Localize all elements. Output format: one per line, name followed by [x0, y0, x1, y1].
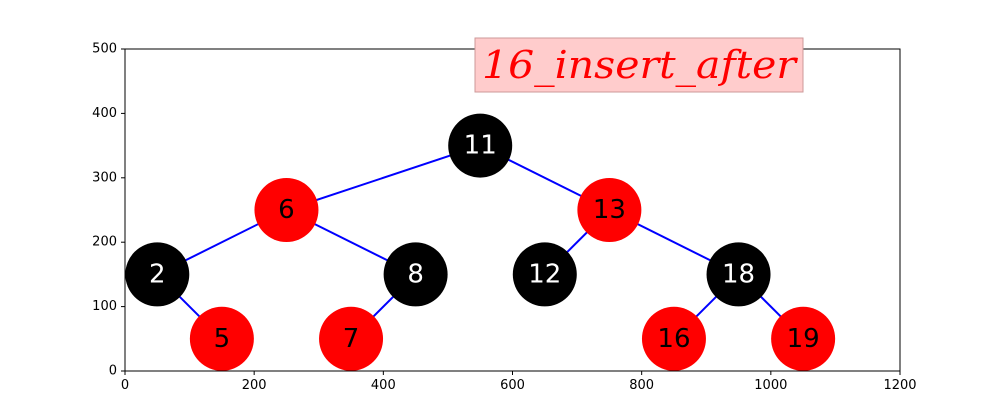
node-8: 8 [383, 242, 448, 307]
y-tick-label: 500 [92, 42, 117, 57]
node-label: 2 [149, 259, 166, 289]
node-circle [448, 113, 513, 178]
x-tick-label: 800 [629, 378, 654, 393]
y-tick-label: 0 [109, 364, 117, 379]
x-tick-label: 200 [242, 378, 267, 393]
node-label: 13 [593, 195, 626, 225]
title-box-background [474, 37, 804, 93]
node-11: 11 [448, 113, 513, 178]
node-7: 7 [319, 306, 384, 371]
node-circle [577, 178, 642, 242]
plot-area [125, 49, 900, 371]
node-circle [383, 242, 448, 307]
node-label: 5 [214, 324, 231, 354]
x-tick-label: 400 [371, 378, 396, 393]
x-tick-label: 1000 [754, 378, 787, 393]
node-circle [512, 242, 577, 307]
node-18: 18 [706, 242, 771, 307]
edge-11-6 [286, 144, 481, 211]
node-label: 8 [407, 259, 424, 289]
node-circle [641, 306, 706, 371]
node-circle [254, 178, 319, 242]
x-tick-label: 0 [121, 378, 129, 393]
y-axis: 0 100 200 300 400 500 [92, 42, 125, 379]
node-label: 12 [528, 259, 561, 289]
node-circle [189, 306, 254, 371]
y-tick-label: 200 [92, 235, 117, 250]
node-12: 12 [512, 242, 577, 307]
node-circle [771, 306, 836, 371]
node-circle [319, 306, 384, 371]
y-tick-label: 100 [92, 299, 117, 314]
node-label: 7 [343, 324, 360, 354]
node-label: 18 [722, 259, 755, 289]
node-label: 19 [787, 324, 820, 354]
node-16: 16 [641, 306, 706, 371]
node-6: 6 [254, 178, 319, 242]
node-label: 11 [464, 131, 497, 161]
title-box: 16_insert_after [474, 37, 804, 93]
node-label: 6 [278, 195, 295, 225]
node-13: 13 [577, 178, 642, 242]
node-19: 19 [771, 306, 836, 371]
x-tick-label: 600 [500, 378, 525, 393]
y-tick-label: 400 [92, 106, 117, 121]
node-circle [125, 242, 190, 307]
node-label: 16 [657, 324, 690, 354]
node-2: 2 [125, 242, 190, 307]
node-5: 5 [189, 306, 254, 371]
node-circle [706, 242, 771, 307]
x-axis: 0 200 400 600 800 1000 1200 [121, 371, 917, 393]
y-tick-label: 300 [92, 170, 117, 185]
x-tick-label: 1200 [883, 378, 916, 393]
diagram-title: 16_insert_after [482, 43, 799, 88]
nodes-layer: 11 6 13 2 8 12 18 5 7 16 19 [125, 113, 836, 371]
